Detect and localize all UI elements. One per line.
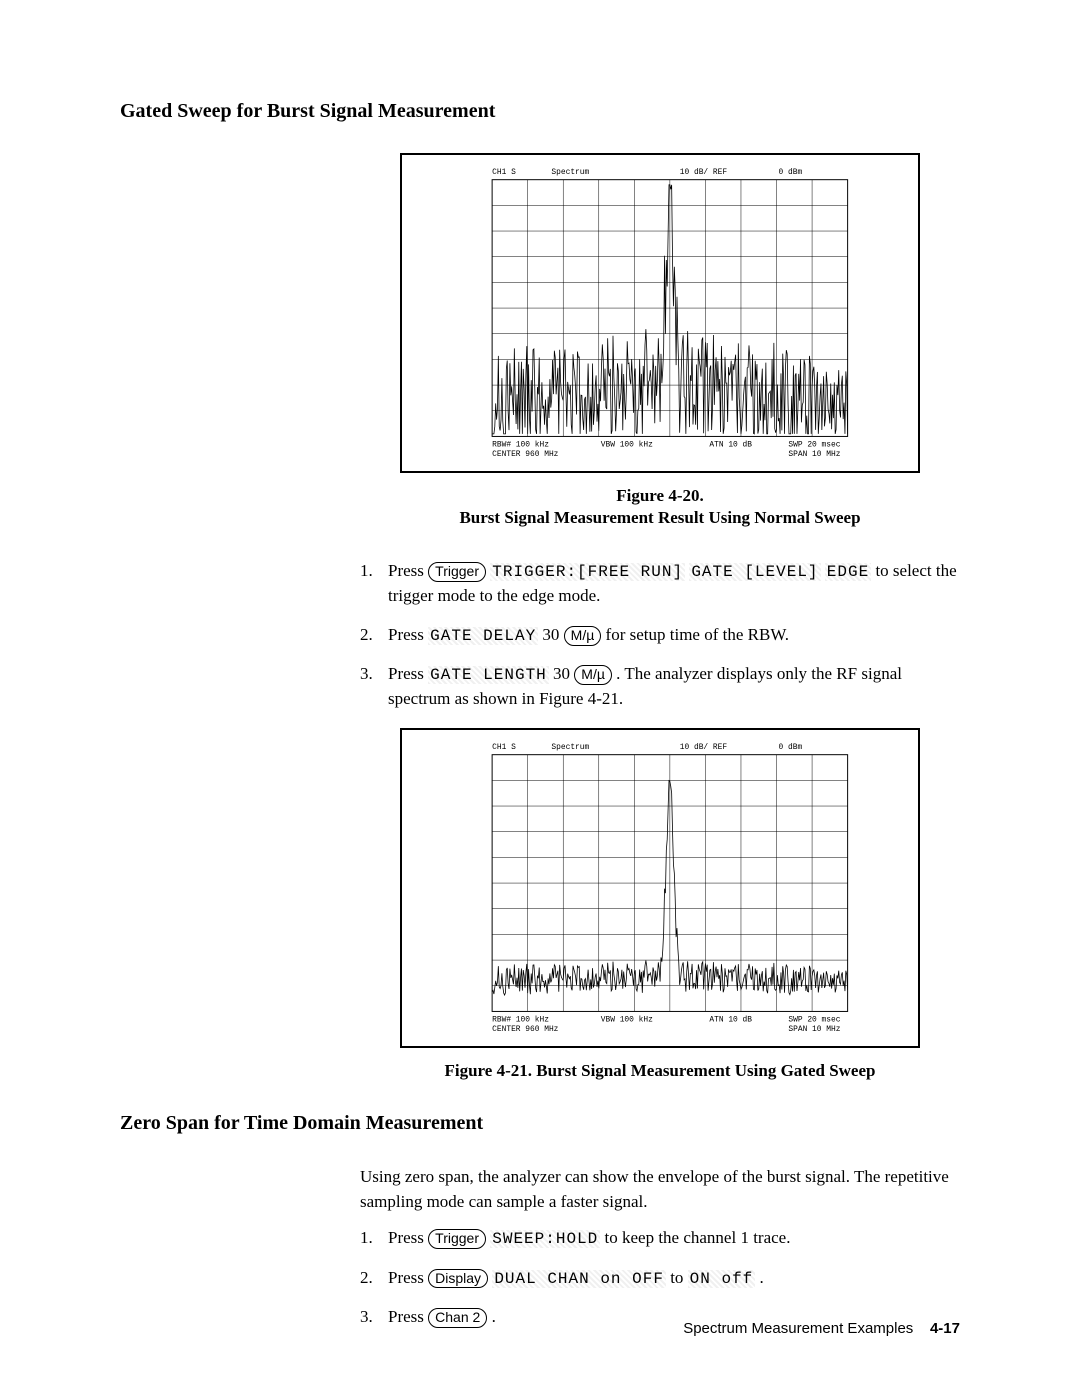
softkey-edge: EDGE — [825, 563, 871, 581]
softkey-sweep-hold: SWEEP:HOLD — [490, 1230, 600, 1248]
svg-text:Spectrum: Spectrum — [551, 743, 589, 752]
svg-text:0 dBm: 0 dBm — [779, 743, 803, 752]
step-text: 30 — [542, 625, 563, 644]
softkey-dual-chan: DUAL CHAN on OFF — [492, 1270, 666, 1288]
step-item: Press Trigger TRIGGER:[FREE RUN] GATE [L… — [360, 559, 960, 609]
footer-title: Spectrum Measurement Examples — [683, 1320, 913, 1337]
svg-text:10 dB/ REF: 10 dB/ REF — [680, 743, 728, 752]
caption-line: Figure 4-20. — [616, 486, 704, 505]
softkey-gate-length: GATE LENGTH — [428, 666, 549, 684]
page-number: 4-17 — [930, 1320, 960, 1337]
svg-text:VBW 100 kHz: VBW 100 kHz — [601, 1015, 653, 1024]
step-item: Press GATE DELAY 30 M/µ for setup time o… — [360, 623, 960, 648]
step-item: Press Trigger SWEEP:HOLD to keep the cha… — [360, 1226, 960, 1251]
svg-text:CH1 S: CH1 S — [492, 168, 516, 177]
step-text: for setup time of the RBW. — [606, 625, 790, 644]
softkey-trigger-free-run: TRIGGER:[FREE RUN] — [490, 563, 685, 581]
softkey-on-off: ON off — [688, 1270, 756, 1288]
section-heading-zero-span: Zero Span for Time Domain Measurement — [120, 1112, 960, 1135]
step-text: Press — [388, 664, 428, 683]
svg-text:SPAN 10 MHz: SPAN 10 MHz — [788, 1025, 840, 1034]
m-mu-key: M/µ — [574, 665, 612, 685]
svg-text:CH1 S: CH1 S — [492, 743, 516, 752]
figure-4-21-chart: CH1 S Spectrum 10 dB/ REF 0 dBm RBW# 100 kHz… — [400, 728, 920, 1048]
zero-span-intro: Using zero span, the analyzer can show t… — [360, 1165, 960, 1214]
svg-text:10 dB/ REF: 10 dB/ REF — [680, 168, 728, 177]
step-text: to — [670, 1268, 687, 1287]
svg-text:0 dBm: 0 dBm — [779, 168, 803, 177]
figure-4-20-chart: CH1 S Spectrum 10 dB/ REF 0 dBm RBW# 100 kHz… — [400, 153, 920, 473]
svg-text:RBW# 100 kHz: RBW# 100 kHz — [492, 440, 549, 449]
svg-text:SWP 20 msec: SWP 20 msec — [788, 1015, 840, 1024]
step-text: . — [760, 1268, 764, 1287]
caption-line: Burst Signal Measurement Result Using No… — [459, 508, 860, 527]
step-text: Press — [388, 1307, 428, 1326]
svg-text:RBW# 100 kHz: RBW# 100 kHz — [492, 1015, 549, 1024]
svg-text:SPAN 10 MHz: SPAN 10 MHz — [788, 450, 840, 459]
steps-list-gated: Press Trigger TRIGGER:[FREE RUN] GATE [L… — [360, 559, 960, 712]
step-text: Press — [388, 1268, 428, 1287]
step-text: Press — [388, 561, 428, 580]
svg-text:ATN 10 dB: ATN 10 dB — [709, 1015, 752, 1024]
step-text: 30 — [553, 664, 574, 683]
svg-text:ATN 10 dB: ATN 10 dB — [709, 440, 752, 449]
trigger-key: Trigger — [428, 1229, 486, 1249]
figure-4-21-caption: Figure 4-21. Burst Signal Measurement Us… — [360, 1060, 960, 1082]
section-heading-gated-sweep: Gated Sweep for Burst Signal Measurement — [120, 100, 960, 123]
step-text: . — [492, 1307, 496, 1326]
svg-text:VBW 100 kHz: VBW 100 kHz — [601, 440, 653, 449]
m-mu-key: M/µ — [564, 626, 602, 646]
svg-text:Spectrum: Spectrum — [551, 168, 589, 177]
figure-4-20-caption: Figure 4-20. Burst Signal Measurement Re… — [360, 485, 960, 529]
steps-list-zero-span: Press Trigger SWEEP:HOLD to keep the cha… — [360, 1226, 960, 1329]
softkey-gate-level: GATE [LEVEL] — [689, 563, 820, 581]
svg-text:SWP 20 msec: SWP 20 msec — [788, 440, 840, 449]
step-item: Press GATE LENGTH 30 M/µ . The analyzer … — [360, 662, 960, 712]
step-item: Press Display DUAL CHAN on OFF to ON off… — [360, 1266, 960, 1291]
step-text: Press — [388, 1228, 428, 1247]
svg-text:CENTER 960 MHz: CENTER 960 MHz — [492, 450, 559, 459]
trigger-key: Trigger — [428, 562, 486, 582]
display-key: Display — [428, 1269, 488, 1289]
step-text: to keep the channel 1 trace. — [605, 1228, 791, 1247]
softkey-gate-delay: GATE DELAY — [428, 627, 538, 645]
step-text: Press — [388, 625, 428, 644]
svg-text:CENTER 960 MHz: CENTER 960 MHz — [492, 1025, 559, 1034]
chan-2-key: Chan 2 — [428, 1308, 487, 1328]
page-footer: Spectrum Measurement Examples 4-17 — [683, 1320, 960, 1337]
